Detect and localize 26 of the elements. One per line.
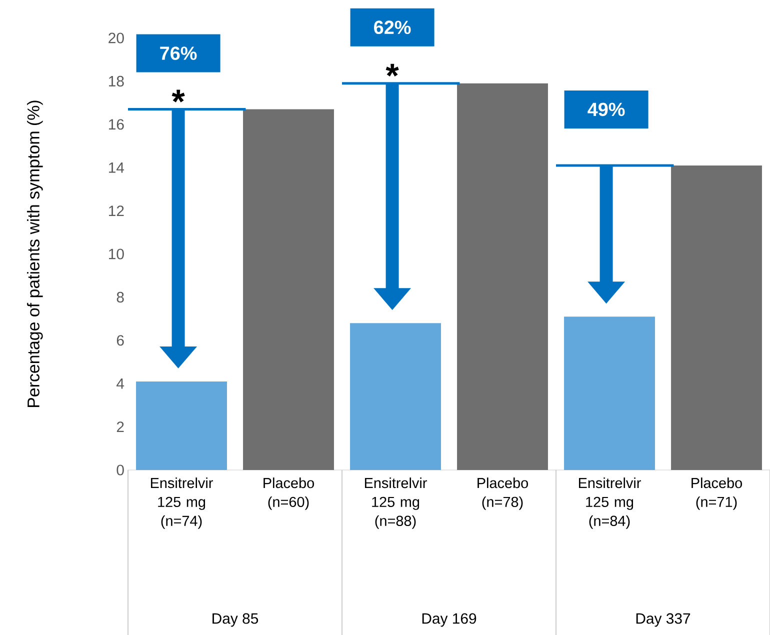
text: 62% <box>374 20 411 34</box>
y-tick-label: 18 <box>109 76 124 86</box>
annotation: 49% <box>588 102 625 116</box>
x-tick-label: Placebo (n=60) <box>264 478 314 510</box>
y-tick-label: 6 <box>116 335 124 346</box>
y-tick-label: 2 <box>116 422 124 432</box>
y-tick-label: 4 <box>116 378 124 389</box>
y-tick-label: 8 <box>116 292 124 302</box>
x-tick-label: Ensitrelvir 125 mg (n=88) <box>364 478 427 529</box>
y-tick-label: 20 <box>108 32 124 44</box>
y-tick-label: 16 <box>109 119 124 130</box>
y-tick-label: 0 <box>116 464 124 476</box>
annotation: * <box>172 90 185 102</box>
y-axis-title: Percentage of patients with symptom (%) <box>27 100 43 407</box>
y-tick-label: 14 <box>109 162 124 173</box>
x-tick-label: Ensitrelvir 125 mg (n=84) <box>578 478 641 529</box>
x-tick-label: Placebo (n=71) <box>692 478 742 510</box>
annotation: 76% <box>160 46 197 60</box>
y-tick-label: 12 <box>109 206 124 216</box>
x-tick-label: Ensitrelvir 125 mg (n=74) <box>150 478 213 529</box>
text: Day 85 <box>212 613 258 627</box>
text: Day 169 <box>422 613 476 627</box>
annotation: * <box>386 64 399 76</box>
y-tick-label: 10 <box>109 248 124 260</box>
x-tick-label: Placebo (n=78) <box>478 478 528 510</box>
text: Day 337 <box>636 613 690 627</box>
